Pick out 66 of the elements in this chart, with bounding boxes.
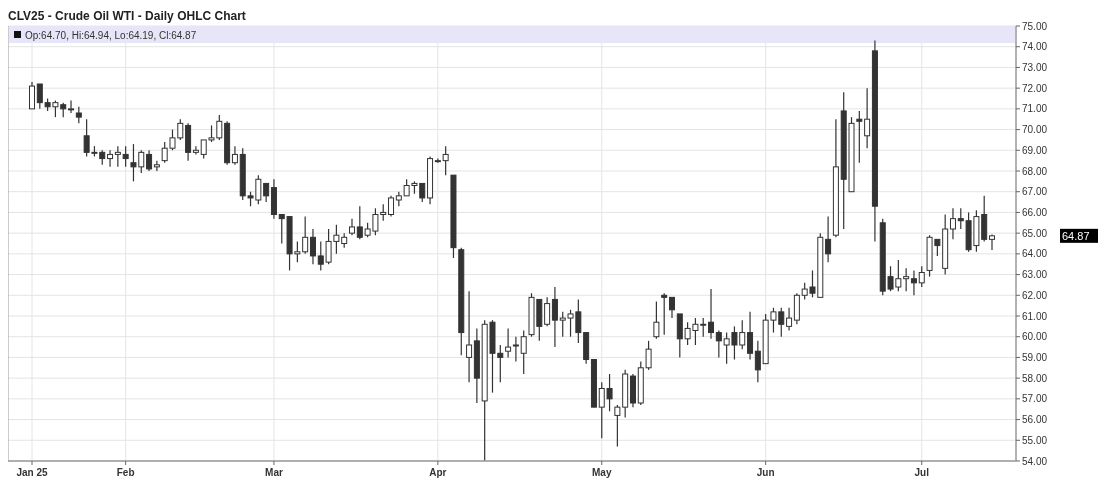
y-tick-label: 75.00	[1022, 20, 1048, 32]
candlestick	[825, 215, 832, 263]
y-tick-label: 59.00	[1022, 351, 1048, 363]
candlestick	[903, 267, 910, 292]
y-tick-label: 58.00	[1022, 372, 1048, 384]
text: 64.87	[1062, 229, 1090, 242]
candlestick	[669, 296, 675, 319]
y-tick-label: 71.00	[1022, 103, 1048, 115]
y-tick-label: 68.00	[1022, 165, 1048, 177]
y-tick-label: 70.00	[1022, 124, 1048, 136]
candlestick	[466, 290, 473, 383]
annotation: Op:64.70, Hi:64.94, Lo:64.19, Cl:64.87	[25, 29, 197, 41]
candlestick	[114, 145, 121, 168]
candlestick	[661, 292, 668, 336]
x-tick-label: Jun	[756, 467, 775, 478]
candlestick	[989, 233, 995, 251]
candlestick	[551, 286, 558, 348]
candlestick	[520, 329, 527, 375]
y-tick-label: 64.00	[1022, 248, 1048, 260]
candlestick	[68, 99, 75, 114]
candlestick	[122, 145, 129, 168]
candlestick	[231, 145, 238, 166]
candlestick	[29, 81, 35, 110]
candlestick	[263, 182, 270, 203]
y-tick-label: 54.00	[1022, 455, 1048, 467]
candlestick	[146, 149, 153, 172]
candlestick	[708, 288, 715, 340]
x-tick-label: Apr	[429, 467, 447, 478]
y-tick-label: 67.00	[1022, 186, 1048, 198]
candlestick	[747, 311, 754, 361]
y-tick-label: 55.00	[1022, 434, 1048, 446]
candlestick	[388, 195, 395, 218]
y-tick-label: 66.00	[1022, 206, 1048, 218]
y-tick-label: 56.00	[1022, 414, 1048, 426]
candlestick	[442, 145, 449, 176]
y-tick-label: 61.00	[1022, 310, 1048, 322]
x-tick-label: Feb	[116, 467, 135, 478]
candlestick	[949, 207, 956, 240]
candlestick	[918, 265, 925, 288]
candlestick	[153, 160, 160, 172]
x-tick-label: Jul	[914, 467, 930, 478]
y-tick-label: 60.00	[1022, 331, 1048, 343]
y-tick-label: 74.00	[1022, 41, 1048, 53]
candlestick	[192, 145, 199, 156]
y-tick-label: 73.00	[1022, 61, 1048, 73]
x-tick-label: Mar	[265, 467, 283, 478]
candlestick	[512, 336, 519, 363]
x-tick-label: May	[592, 467, 612, 478]
candlestick	[754, 340, 761, 383]
candlestick	[505, 327, 512, 359]
candlestick	[856, 110, 863, 164]
candlestick	[653, 300, 660, 340]
x-tick-label: Jan 25	[16, 467, 48, 478]
candlestick	[864, 87, 871, 149]
y-tick-label: 69.00	[1022, 144, 1048, 156]
candlestick	[910, 269, 917, 296]
chart-title: CLV25 - Crude Oil WTI - Daily OHLC Chart	[8, 9, 246, 23]
candlestick	[309, 228, 316, 265]
y-tick-label: 57.00	[1022, 393, 1048, 405]
candlestick	[786, 307, 793, 332]
y-tick-label: 65.00	[1022, 227, 1048, 239]
y-tick-label: 62.00	[1022, 289, 1048, 301]
candlestick	[544, 296, 551, 327]
y-tick-label: 72.00	[1022, 82, 1048, 94]
y-tick-label: 63.00	[1022, 269, 1048, 281]
candlestick	[107, 149, 114, 168]
